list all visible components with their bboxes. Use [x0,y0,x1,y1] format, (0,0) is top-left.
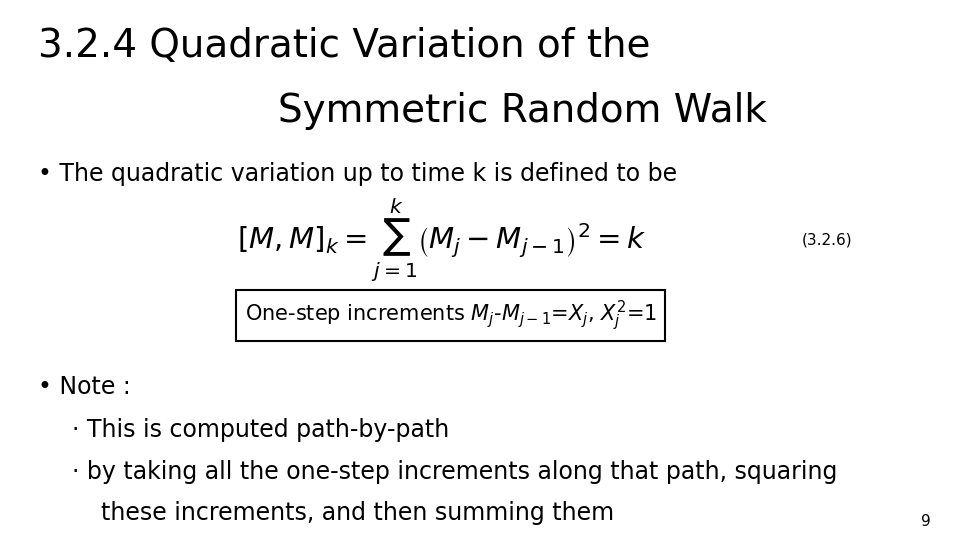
Text: • Note :: • Note : [38,375,132,399]
Text: • The quadratic variation up to time k is defined to be: • The quadratic variation up to time k i… [38,162,678,186]
Text: One-step increments $M_j$-$M_{j-1}$=$X_j$, $X_j^2$=1: One-step increments $M_j$-$M_{j-1}$=$X_j… [245,299,657,333]
Text: (3.2.6): (3.2.6) [802,233,852,248]
Text: Symmetric Random Walk: Symmetric Random Walk [278,92,767,130]
Text: these increments, and then summing them: these increments, and then summing them [101,501,614,525]
Text: 3.2.4 Quadratic Variation of the: 3.2.4 Quadratic Variation of the [38,27,651,65]
Text: · by taking all the one-step increments along that path, squaring: · by taking all the one-step increments … [72,460,837,484]
Text: 9: 9 [922,514,931,529]
Text: $\left[M,M\right]_k = \sum_{j=1}^{k}\left(M_j - M_{j-1}\right)^2 = k$: $\left[M,M\right]_k = \sum_{j=1}^{k}\lef… [237,197,646,284]
Text: · This is computed path-by-path: · This is computed path-by-path [72,418,449,442]
